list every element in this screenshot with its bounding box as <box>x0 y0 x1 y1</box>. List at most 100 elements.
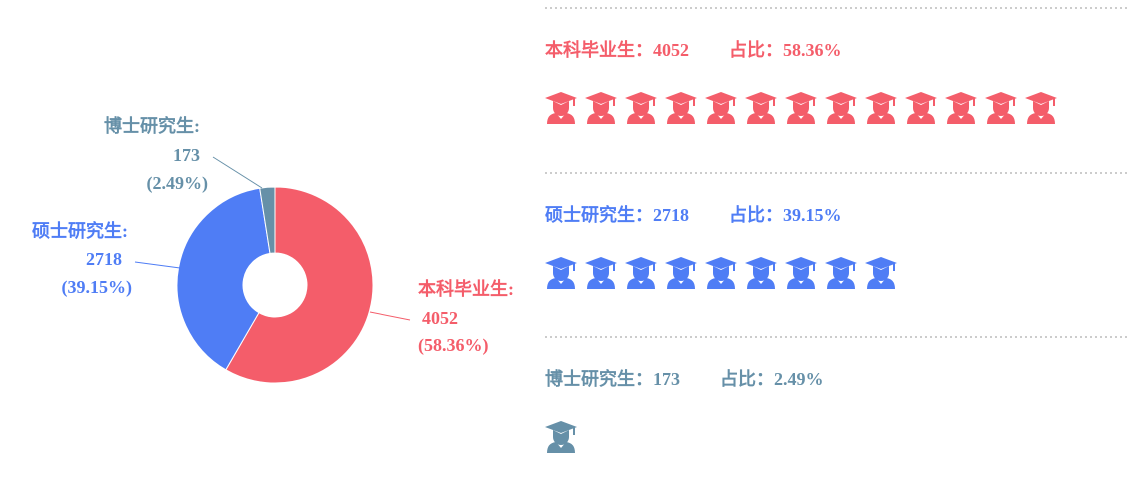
person-icon <box>745 257 777 289</box>
person-icon <box>665 257 697 289</box>
leader-line <box>212 156 263 189</box>
person-icon <box>625 257 657 289</box>
icon-head <box>793 101 809 116</box>
icon-cap <box>625 92 657 104</box>
icon-tassel <box>653 263 655 271</box>
icon-tassel <box>693 98 695 106</box>
icon-body <box>707 113 735 124</box>
icon-cap <box>745 257 777 269</box>
icon-head <box>553 430 569 445</box>
icon-body <box>787 278 815 289</box>
icon-body <box>747 278 775 289</box>
person-icon <box>585 257 617 289</box>
icon-cap <box>1025 92 1057 104</box>
leader-line <box>369 311 411 321</box>
person-icon <box>785 257 817 289</box>
icon-head <box>833 101 849 116</box>
icon-head <box>673 266 689 281</box>
icon-body <box>907 113 935 124</box>
slice-label: 硕士研究生: <box>32 220 128 241</box>
icon-body <box>867 113 895 124</box>
person-icon <box>945 92 977 124</box>
person-icon <box>545 257 577 289</box>
leader-line <box>134 261 181 269</box>
icon-body <box>827 113 855 124</box>
icon-tassel <box>893 263 895 271</box>
icon-cap <box>985 92 1017 104</box>
icon-head <box>753 101 769 116</box>
icon-body <box>867 278 895 289</box>
icon-head <box>953 101 969 116</box>
slice-percent: (2.49%) <box>147 173 209 194</box>
icon-body <box>1027 113 1055 124</box>
icon-tassel <box>933 98 935 106</box>
row-label: 博士研究生： <box>545 368 653 389</box>
person-icon <box>745 92 777 124</box>
person-icon <box>825 257 857 289</box>
person-icon <box>865 257 897 289</box>
icon-body <box>747 113 775 124</box>
icon-cap <box>625 257 657 269</box>
icon-body <box>587 113 615 124</box>
slice-percent: (58.36%) <box>418 335 489 356</box>
icon-tassel <box>813 263 815 271</box>
icon-head <box>673 101 689 116</box>
icon-cap <box>825 92 857 104</box>
icon-body <box>587 278 615 289</box>
icon-tassel <box>613 263 615 271</box>
person-icon <box>905 92 937 124</box>
icon-head <box>833 266 849 281</box>
icon-body <box>987 113 1015 124</box>
person-icon <box>665 92 697 124</box>
icon-cap <box>905 92 937 104</box>
person-icon <box>625 92 657 124</box>
icon-head <box>633 266 649 281</box>
icon-body <box>627 113 655 124</box>
pie-slice <box>225 186 374 384</box>
row-label: 本科毕业生： <box>545 39 653 60</box>
icon-head <box>553 101 569 116</box>
icon-tassel <box>773 98 775 106</box>
slice-label: 本科毕业生: <box>418 278 514 299</box>
icon-body <box>707 278 735 289</box>
row-label: 硕士研究生： <box>545 204 653 225</box>
icon-head <box>713 266 729 281</box>
icon-tassel <box>973 98 975 106</box>
icon-body <box>547 113 575 124</box>
slice-value: 173 <box>173 145 200 165</box>
icon-head <box>873 101 889 116</box>
icon-cap <box>825 257 857 269</box>
icon-cap <box>665 92 697 104</box>
icon-body <box>547 442 575 453</box>
icon-head <box>993 101 1009 116</box>
icon-head <box>593 266 609 281</box>
slice-value: 2718 <box>86 249 122 269</box>
icon-head <box>913 101 929 116</box>
icon-body <box>667 113 695 124</box>
icon-cap <box>545 92 577 104</box>
icon-cap <box>745 92 777 104</box>
icon-cap <box>705 257 737 269</box>
icon-head <box>633 101 649 116</box>
icon-head <box>793 266 809 281</box>
icon-cap <box>865 257 897 269</box>
icon-cap <box>545 257 577 269</box>
icon-tassel <box>733 263 735 271</box>
icon-tassel <box>733 98 735 106</box>
person-icon <box>825 92 857 124</box>
icon-tassel <box>1053 98 1055 106</box>
person-icon <box>1025 92 1057 124</box>
person-icon <box>705 92 737 124</box>
icon-tassel <box>613 98 615 106</box>
person-icon <box>585 92 617 124</box>
icon-tassel <box>813 98 815 106</box>
icon-tassel <box>573 263 575 271</box>
icon-tassel <box>573 98 575 106</box>
icon-body <box>627 278 655 289</box>
icon-body <box>947 113 975 124</box>
pie-slice <box>176 187 271 371</box>
icon-head <box>753 266 769 281</box>
icon-head <box>873 266 889 281</box>
person-icon <box>545 92 577 124</box>
